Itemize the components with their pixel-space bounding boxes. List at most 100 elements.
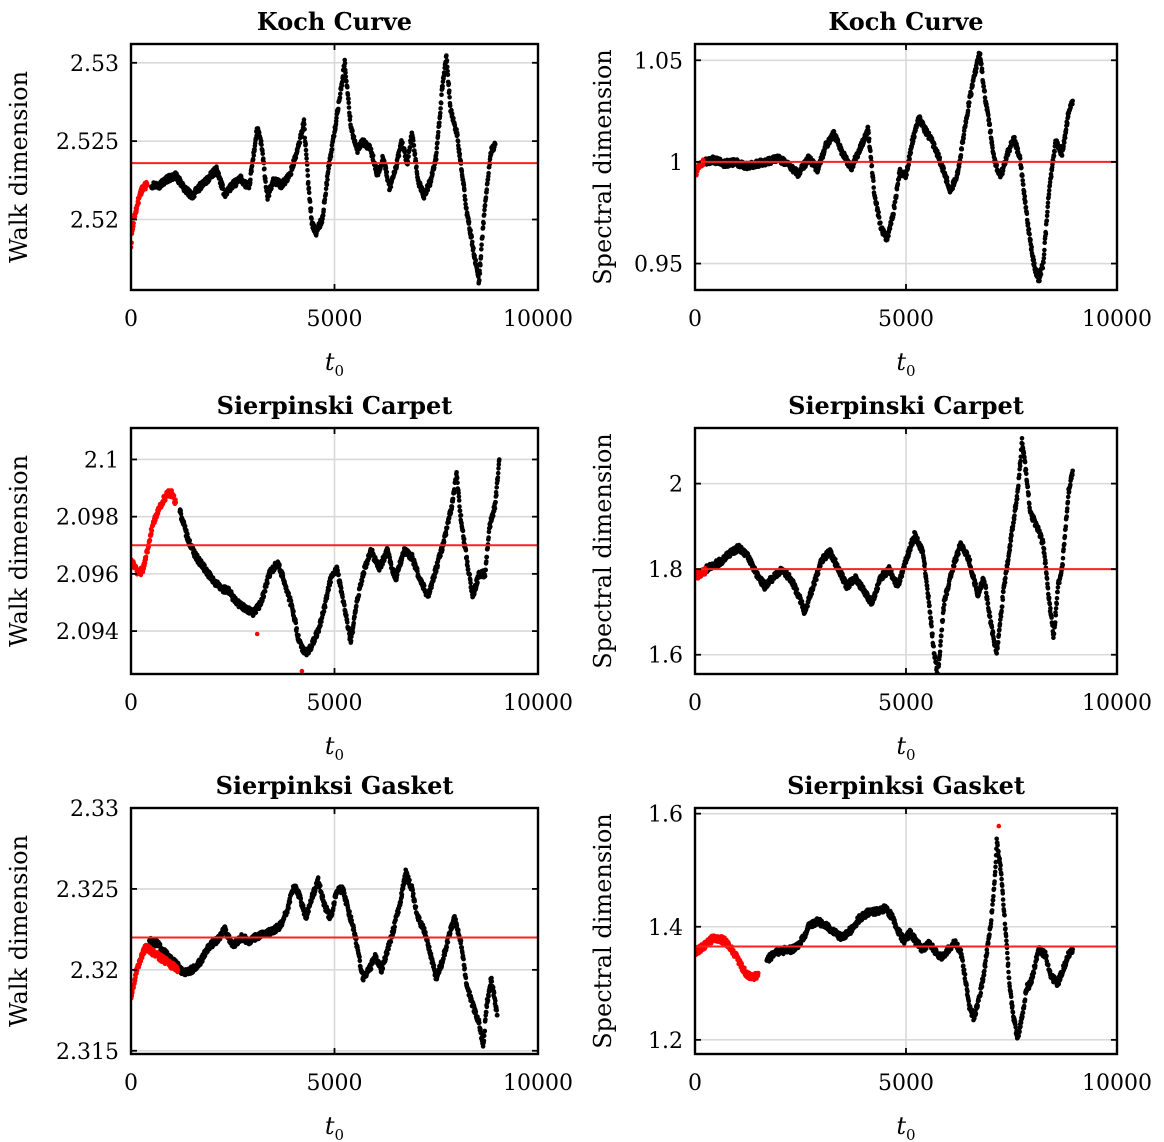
chart-1-point [384, 169, 390, 175]
chart-2-point [1065, 114, 1071, 119]
chart-3-point [394, 572, 400, 578]
chart-1-point [259, 142, 264, 147]
chart-3-point [336, 572, 341, 577]
chart-2-point [865, 124, 871, 130]
chart-1-series-2 [131, 179, 150, 250]
chart-4-point [1014, 500, 1019, 506]
chart-2-point [876, 210, 881, 215]
chart-4-point [996, 632, 1002, 638]
chart-1-point [462, 187, 467, 193]
chart-2-point [937, 155, 943, 160]
chart-4-point [1000, 597, 1006, 602]
chart-3-point [319, 619, 324, 624]
chart-1-xtick-label-0: 0 [124, 307, 138, 332]
chart-2-point [1025, 221, 1031, 226]
chart-3-point [475, 580, 480, 585]
chart-4-point [925, 586, 930, 592]
chart-1-point [469, 234, 475, 240]
chart-4-point [809, 591, 814, 597]
chart-1-point [346, 105, 352, 110]
chart-1-point [350, 128, 355, 134]
chart-3-point [321, 609, 327, 614]
chart-1-point [339, 83, 345, 89]
chart-2-xtick-label-2: 10000 [1082, 307, 1152, 332]
chart-2-point [1015, 146, 1021, 151]
chart-3-point [493, 500, 498, 505]
chart-3-point [452, 488, 457, 494]
chart-4-point [1010, 523, 1016, 529]
chart-2-point [970, 83, 975, 88]
chart-3-point [486, 529, 492, 535]
chart-1-ytick-label-0: 2.52 [70, 208, 119, 233]
chart-1-ylabel: Walk dimension [5, 71, 33, 263]
chart-2-point [1042, 240, 1047, 245]
chart-3-point [483, 567, 489, 573]
chart-1-point [447, 88, 452, 93]
chart-3-point [441, 539, 447, 545]
chart-1-point [336, 106, 341, 112]
chart-2-point [994, 162, 999, 168]
chart-2-xtick-label-0: 0 [688, 307, 702, 332]
chart-1-point [340, 79, 345, 85]
chart-4-point [937, 649, 943, 655]
chart-2-point [1038, 272, 1044, 277]
chart-2-point [932, 141, 937, 147]
chart-3-point [456, 498, 462, 503]
chart-1-point [368, 146, 374, 152]
chart-4-point [995, 646, 1000, 651]
chart-1-point [266, 193, 272, 199]
chart-1-point [438, 110, 443, 116]
chart-3-point [388, 562, 394, 567]
chart-4-point [951, 564, 957, 569]
chart-1-point [477, 278, 482, 283]
chart-1-point [342, 60, 348, 66]
chart-2-xlabel: t0 [896, 348, 915, 380]
chart-3-series-2 [131, 488, 305, 674]
chart-3-point [492, 506, 498, 511]
chart-3-point [488, 524, 493, 529]
chart-3-point [316, 629, 322, 634]
chart-3-point [342, 603, 347, 608]
chart-4-point [1009, 533, 1014, 539]
chart-3-point [296, 633, 301, 638]
chart-3-series-1 [177, 457, 502, 658]
chart-1-point [322, 197, 328, 202]
chart-1-point [437, 120, 442, 126]
chart-1-xtick-label-2: 10000 [503, 307, 573, 332]
chart-1-point [479, 247, 484, 252]
chart-2-point [1043, 231, 1049, 237]
chart-1-point [459, 169, 465, 174]
chart-2-point [1032, 260, 1037, 266]
chart-1-point [412, 151, 418, 157]
chart-4-point [1008, 543, 1013, 549]
chart-4-point [1014, 496, 1020, 502]
chart-1-point [248, 177, 253, 183]
chart-1-point [485, 180, 490, 186]
chart-1-point [486, 170, 491, 176]
chart-2-point [1047, 179, 1053, 185]
chart-2-point [1041, 255, 1047, 261]
chart-2-point [961, 132, 967, 138]
chart-1-point [338, 91, 343, 97]
chart-2-point [866, 130, 871, 136]
chart-1-point [305, 168, 310, 173]
chart-4-point [988, 619, 994, 624]
chart-3-point [145, 549, 150, 555]
chart-4-point [814, 577, 819, 582]
chart-1-point [246, 185, 252, 191]
chart-1-point [324, 182, 330, 187]
chart-2-point [1041, 260, 1046, 265]
chart-1-point [347, 114, 353, 119]
chart-3-ylabel: Walk dimension [5, 455, 33, 647]
chart-2-point [874, 201, 880, 206]
chart-3-point [143, 554, 149, 560]
chart-2-points [695, 50, 1075, 284]
chart-2-point [1028, 237, 1033, 243]
chart-1-point [493, 142, 498, 147]
chart-1-point [345, 85, 350, 90]
chart-2-point [1017, 156, 1023, 161]
chart-1-point [320, 213, 326, 218]
chart-2-point [895, 181, 901, 187]
chart-1-point [136, 200, 141, 206]
